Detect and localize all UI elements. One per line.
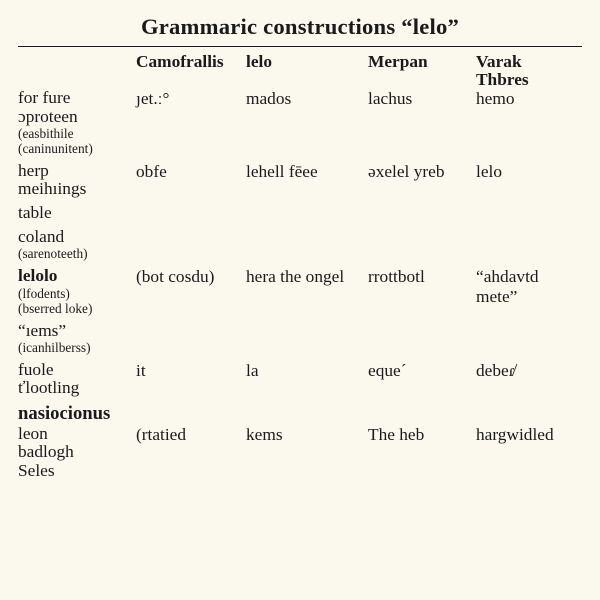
table-cell: [368, 204, 476, 222]
table-cell: [368, 462, 476, 480]
stub-primary: herp: [18, 162, 136, 180]
table-cell: [476, 462, 582, 480]
stub-sub: (icanhilberѕs): [18, 341, 136, 355]
stub-sub: (bserred loke): [18, 302, 136, 316]
table-cell: [136, 228, 246, 261]
table-cell: əxelel yreb: [368, 162, 476, 198]
stub-primary: lelolo: [18, 267, 136, 285]
table-row: “ıems”(icanhilberѕs): [18, 322, 582, 355]
section-heading: nasiocionus: [18, 403, 582, 425]
table-cell: la: [246, 361, 368, 397]
stub-primary: coland: [18, 228, 136, 246]
table-body: for fureɔproteen(easbithile(caninunitent…: [18, 89, 582, 479]
column-header: Camofrallis: [136, 53, 246, 89]
stub-primary: leon: [18, 425, 136, 443]
table-cell: [246, 322, 368, 355]
column-header: VarakThbres: [476, 53, 582, 89]
stub-sub: (lfodents): [18, 287, 136, 301]
table-cell: rrottbotl: [368, 267, 476, 315]
row-stub: herpmeihıings: [18, 162, 136, 198]
column-header: lelo: [246, 53, 368, 89]
table-cell: “ahdavtd mete”: [476, 267, 582, 315]
table-row: fuoleťlootlingitlaeque´debeɾ̸: [18, 361, 582, 397]
table-cell: [246, 228, 368, 261]
row-stub: for fureɔproteen(easbithile(caninunitent…: [18, 89, 136, 155]
stub-sub: (sarenoteeth): [18, 247, 136, 261]
table-cell: [476, 204, 582, 222]
stub-sub: (easbithile: [18, 127, 136, 141]
table-cell: [246, 462, 368, 480]
table-cell: ȷet.ː°: [136, 89, 246, 155]
table-cell: mados: [246, 89, 368, 155]
page-title: Grammaric constructions “lelo”: [18, 14, 582, 40]
table-cell: [476, 228, 582, 261]
table-cell: [476, 322, 582, 355]
row-stub: leonbadlogh: [18, 425, 136, 461]
table-cell: kems: [246, 425, 368, 461]
stub-primary: fuole: [18, 361, 136, 379]
stub-primary: Seles: [18, 462, 136, 480]
page: Grammaric constructions “lelo” Camofrall…: [0, 0, 600, 600]
table-cell: lelo: [476, 162, 582, 198]
table-cell: lehell fēee: [246, 162, 368, 198]
title-rule: [18, 46, 582, 47]
table-cell: (rtatied: [136, 425, 246, 461]
table-cell: The heb: [368, 425, 476, 461]
table-cell: [136, 462, 246, 480]
table-cell: lachus: [368, 89, 476, 155]
table-cell: (bot cosdu): [136, 267, 246, 315]
table-row: Seles: [18, 462, 582, 480]
row-stub: “ıems”(icanhilberѕs): [18, 322, 136, 355]
table-cell: hera the ongel: [246, 267, 368, 315]
table-row: for fureɔproteen(easbithile(caninunitent…: [18, 89, 582, 155]
table-cell: hargwidled: [476, 425, 582, 461]
stub-secondary: ɔproteen: [18, 108, 136, 126]
row-stub: lelolo (lfodents)(bserred loke): [18, 267, 136, 315]
stub-secondary: badlogh: [18, 443, 136, 461]
table-row: lelolo (lfodents)(bserred loke)(bot cosdu…: [18, 267, 582, 315]
column-header: Merpan: [368, 53, 476, 89]
header-stub: [18, 53, 136, 89]
stub-primary: table: [18, 204, 136, 222]
table-cell: hemo: [476, 89, 582, 155]
row-stub: fuoleťlootling: [18, 361, 136, 397]
stub-sub: (caninunitent): [18, 142, 136, 156]
table-cell: [368, 322, 476, 355]
constructions-table: Camofrallis lelo Merpan VarakThbres for …: [18, 53, 582, 480]
table-cell: [136, 322, 246, 355]
table-cell: [246, 204, 368, 222]
stub-secondary: ťlootling: [18, 379, 136, 397]
table-row: herpmeihıingsobfelehell fēeeəxelel yrebl…: [18, 162, 582, 198]
stub-primary: “ıems”: [18, 322, 136, 340]
row-stub: table: [18, 204, 136, 222]
table-row: table: [18, 204, 582, 222]
table-cell: obfe: [136, 162, 246, 198]
stub-primary: for fure: [18, 89, 136, 107]
table-row: coland(sarenoteeth): [18, 228, 582, 261]
row-stub: coland(sarenoteeth): [18, 228, 136, 261]
section-heading-row: nasiocionus: [18, 403, 582, 425]
table-cell: [136, 204, 246, 222]
table-cell: debeɾ̸: [476, 361, 582, 397]
table-header-row: Camofrallis lelo Merpan VarakThbres: [18, 53, 582, 89]
table-row: leonbadlogh(rtatiedkemsThe hebhargwidled: [18, 425, 582, 461]
table-cell: it: [136, 361, 246, 397]
table-cell: [368, 228, 476, 261]
row-stub: Seles: [18, 462, 136, 480]
stub-secondary: meihıings: [18, 180, 136, 198]
table-cell: eque´: [368, 361, 476, 397]
